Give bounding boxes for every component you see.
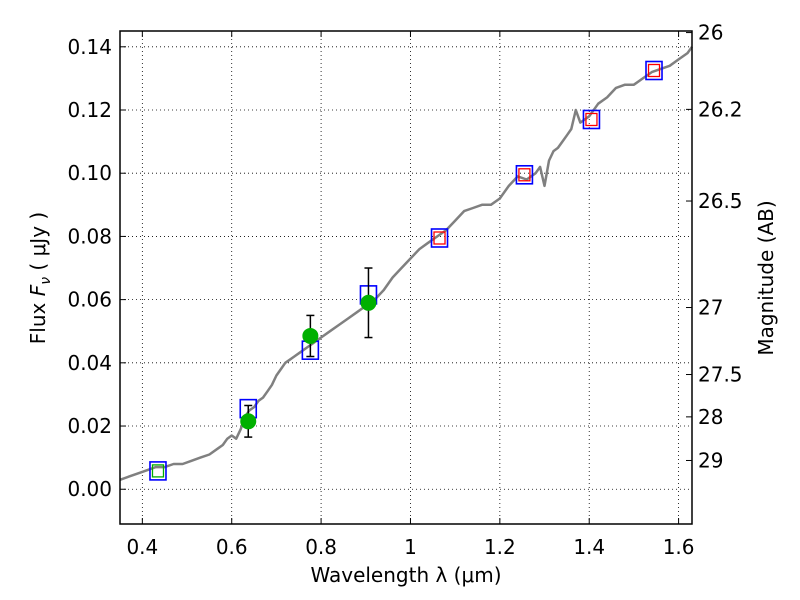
model-box-marker xyxy=(645,60,663,81)
x-tick-label: 1.2 xyxy=(484,535,516,559)
y-tick-label: 0.04 xyxy=(67,351,112,375)
observed-point xyxy=(240,413,257,430)
x-tick-label: 1.6 xyxy=(663,535,695,559)
observed-point xyxy=(302,327,319,344)
model-box-marker xyxy=(430,228,449,248)
inner-box-marker xyxy=(518,168,531,182)
inner-box-marker xyxy=(433,231,446,245)
y-tick-label: 0.02 xyxy=(67,414,112,438)
x-axis-label: Wavelength λ (μm) xyxy=(310,563,501,587)
y2-tick-label: 26.2 xyxy=(698,97,743,121)
observed-photometry xyxy=(240,267,377,438)
y-tick-label: 0.06 xyxy=(67,288,112,312)
y-tick-label: 0.10 xyxy=(67,161,112,185)
y2-axis-label: Magnitude (AB) xyxy=(754,200,778,355)
y2-tick-label: 27.5 xyxy=(698,363,743,387)
model-box-marker xyxy=(582,109,601,130)
inner-box-marker xyxy=(647,63,661,78)
y-tick-label: 0.14 xyxy=(67,35,112,59)
x-tick-label: 0.4 xyxy=(126,535,158,559)
y-tick-label: 0.00 xyxy=(67,477,112,501)
model-box-marker xyxy=(149,461,167,481)
y-tick-label: 0.08 xyxy=(67,224,112,248)
model-box-marker xyxy=(515,164,534,185)
x-tick-label: 0.8 xyxy=(305,535,337,559)
y-tick-label: 0.12 xyxy=(67,98,112,122)
observed-point xyxy=(360,294,377,311)
y2-tick-label: 28 xyxy=(698,405,723,429)
axis-ticks xyxy=(120,31,692,524)
y-tick-labels: 0.00 0.02 0.04 0.06 0.08 0.10 0.12 0.14 xyxy=(67,35,112,501)
y2-tick-label: 27 xyxy=(698,296,723,320)
y2-tick-label: 26.5 xyxy=(698,189,743,213)
model-spectrum xyxy=(119,46,694,481)
y2-tick-label: 29 xyxy=(698,448,723,472)
x-tick-label: 1.4 xyxy=(573,535,605,559)
y2-tick-label: 26 xyxy=(698,21,723,45)
x-tick-label: 0.6 xyxy=(216,535,248,559)
inner-box-marker xyxy=(585,112,598,127)
inner-box-marker xyxy=(151,464,165,478)
x-tick-labels: 0.4 0.6 0.8 1 1.2 1.4 1.6 xyxy=(126,535,694,559)
plot-frame xyxy=(119,30,693,525)
model-spectrum-line xyxy=(119,46,694,481)
y2-tick-labels: 26 26.2 26.5 27 27.5 28 29 xyxy=(698,21,743,473)
x-tick-label: 1 xyxy=(404,535,417,559)
y-axis-label: Flux Fν ( μJy ) xyxy=(26,212,54,344)
